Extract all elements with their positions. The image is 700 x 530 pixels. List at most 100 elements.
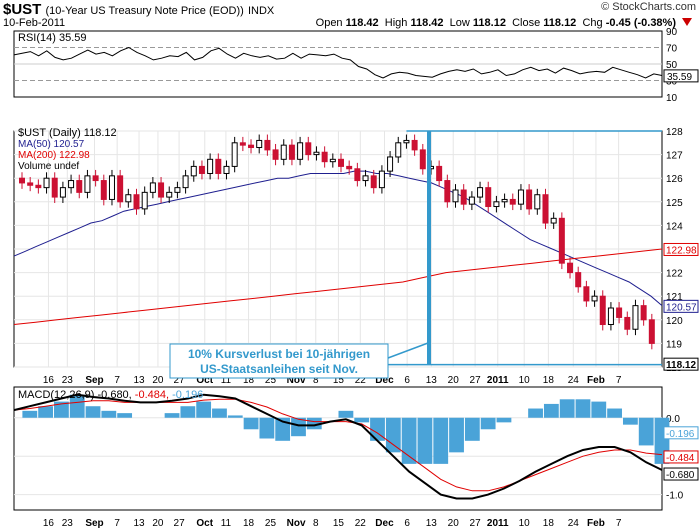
price-candle [550,217,557,224]
x-axis-tick-label: 27 [470,375,482,386]
x-axis-tick-label: 6 [404,375,410,386]
annotation-text-line1: 10% Kursverlust bei 10-jährigen [188,347,370,361]
x-axis-tick-label-bottom: 2011 [487,518,509,529]
price-candle [517,189,524,205]
price-candle [92,175,99,182]
ohlc-readout: Open 118.42 High 118.42 Low 118.12 Close… [316,17,676,29]
price-axis-label: 124 [666,221,683,232]
price-candle [272,149,279,160]
x-axis-tick-label-bottom: 15 [333,518,345,529]
exchange-label: INDX [247,5,275,17]
price-candle [141,191,148,210]
rsi-value-box [663,69,699,83]
x-axis-tick-label: 8 [313,375,319,386]
high-value: 118.42 [410,17,444,29]
chg-value: -0.45 (-0.38%) [605,17,676,29]
macd-histogram-bar [117,413,133,418]
price-candle [19,177,25,184]
price-candle [501,198,508,203]
macd-legend-part: MACD(12,26,9) [18,389,97,401]
macd-histogram-bar [338,410,354,418]
price-candle [395,142,402,158]
price-axis-label: 128 [666,127,683,138]
price-candle [125,194,132,203]
macd-axis-label: -1.0 [666,491,684,502]
macd-histogram-bar [291,417,306,437]
price-candle [174,187,181,193]
macd-histogram-bar [528,408,543,418]
x-axis-tick-label: 15 [333,375,345,386]
price-candle [190,165,197,177]
price-candle [419,149,426,170]
price-candle [485,187,492,208]
macd-histogram-bar [243,417,259,430]
last-price-box [663,357,699,371]
macd-signal-box-label: -0.484 [666,453,695,464]
macd-histogram-bar [275,417,291,441]
price-legend-main: $UST (Daily) 118.12 [18,127,117,139]
chart-title: $UST (10-Year US Treasury Note Price (EO… [3,1,274,18]
macd-legend-part: -0.196 [172,389,203,401]
low-value: 118.12 [472,17,506,29]
macd-line [13,393,663,500]
price-candle [354,168,361,182]
price-candle [607,307,614,326]
price-candle [288,144,295,160]
price-candle [313,151,320,156]
x-axis-tick-label: 16 [43,375,55,386]
price-candle [436,165,443,182]
x-axis-tick-label-bottom: 13 [133,518,145,529]
price-axis-label: 120 [666,316,683,327]
price-candle [616,307,623,318]
price-axis-label: 122 [666,269,683,280]
macd-histogram-bar [306,417,322,430]
macd-hist-box [663,426,699,440]
x-axis-tick-label: 20 [152,375,164,386]
ma200-value-box-label: 122.98 [666,245,697,256]
price-candle [542,194,549,224]
macd-histogram-bar [543,403,559,418]
price-candle [338,158,344,167]
x-axis-tick-label-bottom: 20 [152,518,164,529]
annotation-pointer-line [387,342,429,359]
low-label: Low [449,17,470,29]
x-axis-tick-label: 24 [568,375,580,386]
macd-histogram-bar [370,417,385,441]
macd-histogram-bar [227,415,243,418]
macd-histogram-bar [464,417,480,441]
x-axis-tick-label-bottom: 22 [355,518,367,529]
price-candle [534,194,541,210]
macd-histogram-bar [354,417,370,423]
macd-histogram-bar [559,399,575,418]
rsi-axis-label: 70 [666,44,678,55]
x-axis-tick-label: 7 [616,375,622,386]
price-candle [329,158,336,163]
price-candle [68,180,75,189]
x-axis-tick-label-bottom: 7 [616,518,622,529]
high-label: High [384,17,408,29]
x-axis-tick-label: Feb [587,375,605,386]
x-axis-tick-label-bottom: Sep [85,518,103,529]
macd-legend: MACD(12,26,9) -0.680, -0.484, -0.196 [18,389,203,401]
x-axis-tick-label: 23 [62,375,74,386]
price-legend-volume: Volume undef [18,161,79,172]
macd-axis-label: 0.0 [666,414,680,425]
macd-histogram-bar [480,417,496,430]
price-candle [362,175,369,182]
stockcharts-brand: © StockCharts.com [601,1,696,13]
price-candle [117,175,124,203]
rsi-axis-label: 50 [666,60,678,71]
macd-histogram-bar [180,406,196,418]
price-candle [297,142,304,160]
annotation-box [169,343,389,379]
macd-histogram-bar [401,417,417,464]
price-candle [493,201,500,208]
x-axis-tick-label-bottom: 23 [62,518,74,529]
price-candle [403,139,410,144]
x-axis-tick-label: 11 [221,375,232,386]
macd-value-box-label: -0.680 [666,470,695,481]
ticker-symbol: $UST [3,1,42,18]
price-candle [158,182,165,198]
x-axis-tick-label-bottom: 7 [114,518,120,529]
price-candle [256,139,263,149]
